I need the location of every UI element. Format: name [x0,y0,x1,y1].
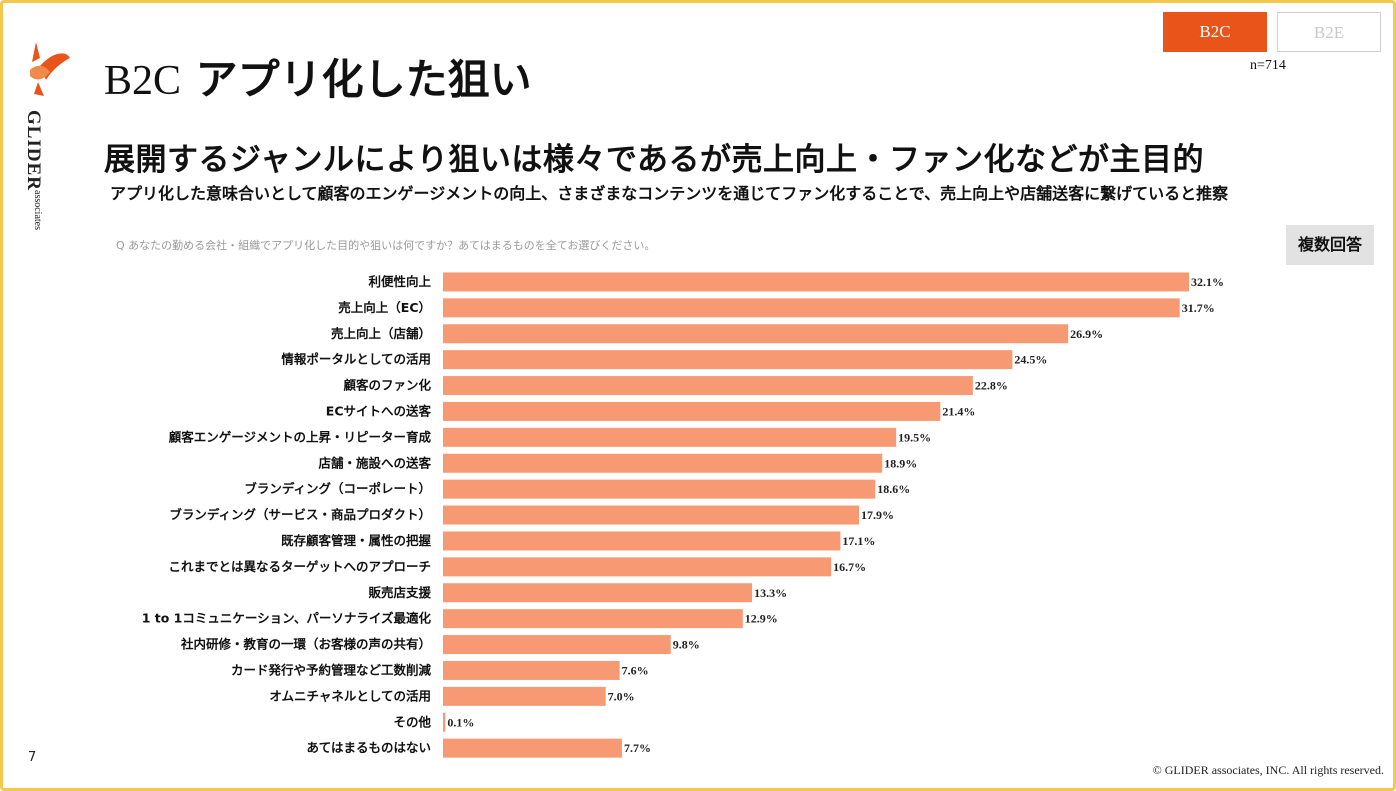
bar [443,376,973,396]
category-label: 販売店支援 [368,585,431,600]
category-label: 店舗・施設への送客 [318,455,431,470]
value-label: 24.5% [1014,353,1047,367]
bar [443,635,671,655]
value-label: 22.8% [975,379,1008,393]
bar [443,531,841,551]
survey-question: Q あなたの勤める会社・組織でアプリ化した目的や狙いは何ですか？あてはまるものを… [116,239,656,252]
bar [443,350,1013,370]
copyright: © GLIDER associates, INC. All rights res… [1152,763,1384,777]
category-label: カード発行や予約管理など工数削減 [231,662,432,677]
category-label: ECサイトへの送客 [326,403,432,418]
value-label: 18.9% [884,456,917,470]
category-label: 社内研修・教育の一環（お客様の声の共有） [180,637,431,652]
page-number: 7 [28,750,37,765]
category-label: その他 [393,714,431,729]
tab-b2e[interactable]: B2E [1277,12,1381,52]
category-label: オムニチャネルとしての活用 [269,688,431,703]
category-label: これまでとは異なるターゲットへのアプローチ [168,559,431,574]
bar [443,686,606,706]
bar [443,738,622,758]
bar [443,324,1069,344]
category-label: ブランディング（コーポレート） [244,481,431,496]
bar [443,660,620,680]
value-label: 0.1% [447,715,474,729]
category-label: 既存顧客管理・属性の把握 [281,533,432,548]
category-label: 1 to 1コミュニケーション、パーソナライズ最適化 [142,611,432,626]
category-label: 利便性向上 [368,274,431,289]
glider-bird-icon [30,42,70,96]
bar [443,298,1180,318]
bar [443,505,859,525]
bar [443,453,883,473]
bar [443,583,753,603]
bar [443,272,1189,292]
value-label: 17.9% [861,508,894,522]
value-label: 21.4% [942,404,975,418]
value-label: 17.1% [842,534,875,548]
value-label: 32.1% [1191,275,1224,289]
category-label: あてはまるものはない [306,740,431,755]
bar [443,427,897,447]
category-label: 売上向上（店舗） [331,326,431,341]
value-label: 7.7% [624,741,651,755]
category-label: 顧客のファン化 [343,378,431,393]
category-label: 情報ポータルとしての活用 [281,352,431,367]
multiple-answer-badge: 複数回答 [1286,225,1374,265]
title-code: B2C [104,58,182,104]
value-label: 9.8% [673,638,700,652]
category-label: 売上向上（EC） [338,300,431,315]
value-label: 31.7% [1182,301,1215,315]
value-label: 7.0% [608,689,635,703]
subheadline: アプリ化した意味合いとして顧客のエンゲージメントの向上、さまざまなコンテンツを通… [110,184,1229,203]
bar [443,401,941,421]
bar [443,712,446,732]
page-title: B2C アプリ化した狙い [104,46,532,107]
value-label: 12.9% [745,612,778,626]
logo-wordmark: GLIDER [23,110,44,191]
value-label: 26.9% [1070,327,1103,341]
tab-b2c[interactable]: B2C [1163,12,1267,52]
bar [443,557,832,577]
value-label: 16.7% [833,560,866,574]
title-text: アプリ化した狙い [195,55,532,104]
value-label: 19.5% [898,430,931,444]
headline: 展開するジャンルにより狙いは様々であるが売上向上・ファン化などが主目的 [104,142,1205,178]
value-label: 7.6% [622,663,649,677]
category-label: 顧客エンゲージメントの上昇・リピーター育成 [169,429,432,444]
sample-size: n=714 [1250,58,1286,73]
value-label: 18.6% [877,482,910,496]
category-label: ブランディング（サービス・商品プロダクト） [169,507,431,522]
logo-subtext: associates [32,190,43,230]
bar [443,479,876,499]
value-label: 13.3% [754,586,787,600]
bar [443,609,743,629]
